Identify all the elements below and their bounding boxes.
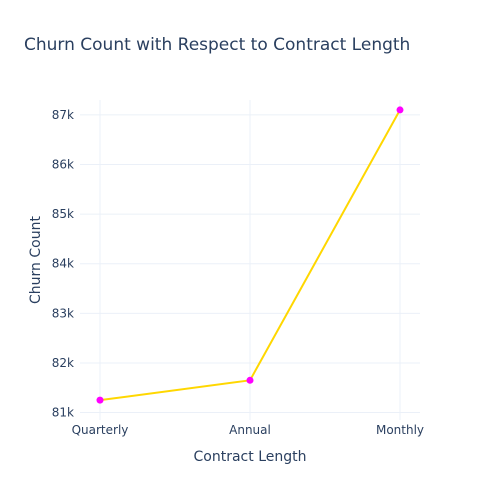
x-axis-ticks: Quarterly Annual Monthly xyxy=(72,423,424,437)
grid xyxy=(80,100,420,420)
y-axis-title: Churn Count xyxy=(28,216,44,304)
y-tick-label: 81k xyxy=(52,406,74,420)
y-tick-label: 83k xyxy=(52,306,74,320)
y-tick-label: 82k xyxy=(52,356,74,370)
y-tick-label: 86k xyxy=(52,157,74,171)
data-point[interactable] xyxy=(96,396,104,404)
x-axis-title: Contract Length xyxy=(194,449,307,465)
x-tick-label: Monthly xyxy=(376,423,424,437)
y-tick-label: 87k xyxy=(52,108,74,122)
y-tick-label: 84k xyxy=(52,257,74,271)
data-point[interactable] xyxy=(246,376,254,384)
x-tick-label: Annual xyxy=(229,423,271,437)
y-axis-ticks: 81k 82k 83k 84k 85k 86k 87k xyxy=(52,108,74,420)
chart-title: Churn Count with Respect to Contract Len… xyxy=(24,35,410,55)
x-tick-label: Quarterly xyxy=(72,423,129,437)
data-point[interactable] xyxy=(396,106,404,114)
y-tick-label: 85k xyxy=(52,207,74,221)
series-layer xyxy=(96,106,404,404)
